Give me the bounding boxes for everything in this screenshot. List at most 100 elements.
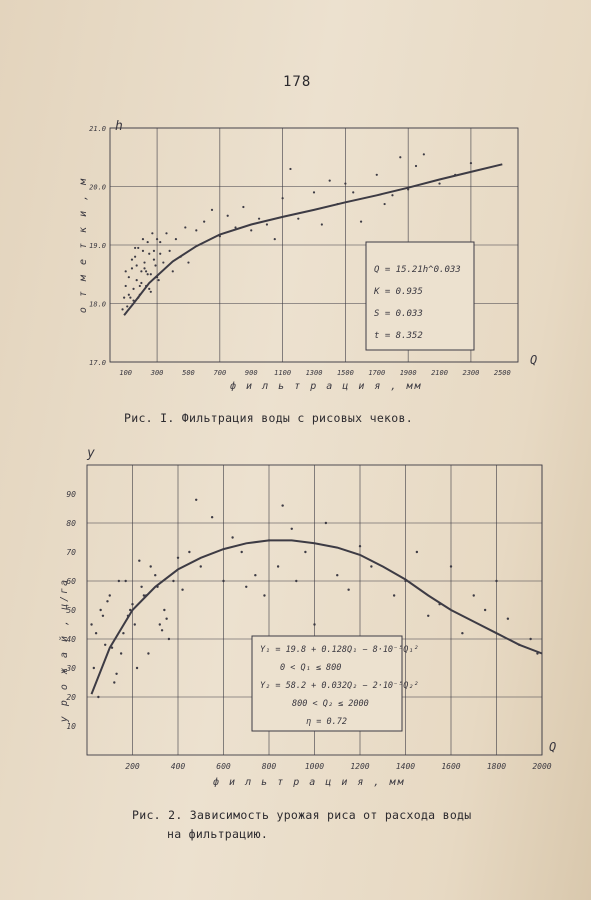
chart-1-x-tick-label: 1500 <box>337 369 354 377</box>
chart-1-x-tick-label: 1100 <box>274 369 291 377</box>
chart-1-x-axis-letter: Q <box>530 353 537 367</box>
chart-2-data-point <box>147 652 150 655</box>
chart-2-data-point <box>529 637 532 641</box>
chart-2-data-point <box>222 579 225 583</box>
chart-1-data-point <box>127 276 130 279</box>
chart-2-data-point <box>495 579 498 583</box>
chart-2-data-point <box>133 623 136 626</box>
chart-1-data-point <box>203 220 206 223</box>
chart-2-data-point <box>347 588 350 591</box>
chart-1-x-tick-label: 1900 <box>400 369 417 377</box>
chart-1-x-tick-label: 2500 <box>494 369 511 377</box>
chart-1-data-point <box>344 182 347 185</box>
chart-1-y-axis-label: о т м е т к и , м <box>78 177 89 313</box>
chart-1-data-point <box>132 287 135 290</box>
chart-1-data-point <box>157 279 160 282</box>
chart-1-data-point <box>155 238 159 241</box>
chart-1-data-point <box>273 238 276 241</box>
chart-1-data-point <box>184 226 187 229</box>
chart-1-x-tick-label: 2100 <box>431 369 448 377</box>
chart-1-x-tick-label: 700 <box>214 369 227 377</box>
chart-2-data-point <box>199 565 202 568</box>
chart-1-data-point <box>144 270 148 273</box>
chart-2-data-point <box>240 550 243 554</box>
chart-1-data-point <box>149 290 152 293</box>
chart-1-data-point <box>162 261 165 264</box>
chart-1-data-point <box>438 182 441 185</box>
chart-1-data-point <box>359 220 363 223</box>
chart-2-data-point <box>336 574 339 577</box>
chart-1-y-tick-label: 21.0 <box>89 125 106 133</box>
chart-1-data-point <box>130 267 134 270</box>
chart-2-data-point <box>160 629 164 632</box>
chart-1-data-point <box>140 270 143 273</box>
chart-2-equation-line: η = 0.72 <box>306 717 347 727</box>
chart-1-x-tick-label: 300 <box>150 369 164 377</box>
chart-2-y-tick-label: 80 <box>66 519 76 528</box>
chart-1-data-point <box>257 217 261 220</box>
chart-1-data-point <box>123 296 126 299</box>
chart-1-equation-line: Q = 15.21h^0.033 <box>374 265 461 275</box>
chart-1-equation-line: S = 0.033 <box>374 309 423 319</box>
chart-1-data-point <box>152 249 156 252</box>
chart-2-data-point <box>263 594 266 597</box>
chart-1-data-point <box>375 173 378 176</box>
chart-2-data-point <box>195 498 198 501</box>
chart-1-y-tick-label: 19.0 <box>89 242 106 250</box>
chart-2-x-tick-label: 1400 <box>396 762 415 771</box>
chart-2-data-point <box>506 617 510 620</box>
chart-2-data-point <box>290 527 293 530</box>
chart-2-data-point <box>210 516 214 519</box>
chart-2-data-point <box>140 585 143 588</box>
chart-2-data-point <box>324 521 328 525</box>
chart-1-y-tick-label: 20.0 <box>89 184 106 192</box>
chart-1-data-point <box>407 188 410 191</box>
chart-2-x-tick-label: 2000 <box>532 762 551 771</box>
chart-2-data-point <box>165 617 168 620</box>
chart-1-data-point <box>124 270 127 273</box>
chart-2-data-point <box>154 574 157 577</box>
chart-1-data-point <box>154 264 157 267</box>
chart-2-data-point <box>176 556 180 559</box>
chart-1-data-point <box>134 246 137 250</box>
chart-2-y-tick-label: 20 <box>66 693 76 702</box>
chart-1-x-tick-label: 2300 <box>462 369 479 377</box>
chart-1-data-point <box>242 205 245 209</box>
chart-1-data-point <box>174 238 178 241</box>
page-number: 178 <box>283 74 312 90</box>
chart-2-data-point <box>119 652 123 655</box>
chart-1-data-point <box>195 229 198 232</box>
chart-2-y-tick-label: 50 <box>66 606 76 615</box>
chart-2-data-point <box>115 672 118 675</box>
chart-2-data-point <box>167 637 171 641</box>
chart-1-data-point <box>414 164 418 168</box>
chart-2-x-tick-label: 1200 <box>350 762 369 771</box>
chart-2-x-tick-label: 1000 <box>305 762 324 771</box>
chart-1-data-point <box>129 296 132 299</box>
chart-2-y-tick-label: 10 <box>66 722 76 731</box>
chart-1-x-tick-label: 500 <box>182 369 195 377</box>
chart-2-data-point <box>101 614 105 617</box>
chart-2-data-point <box>254 574 257 577</box>
chart-1-data-point <box>138 284 141 288</box>
chart-1-data-point <box>141 238 145 241</box>
chart-1-data-point <box>148 252 151 255</box>
chart-1-data-point <box>352 191 355 194</box>
chart-1-data-point <box>159 252 162 255</box>
chart-2-data-point <box>415 550 419 554</box>
chart-1-data-point <box>165 232 168 235</box>
chart-1-data-point <box>234 226 237 229</box>
chart-2-data-point <box>90 623 93 626</box>
chart-2-data-point <box>106 600 109 603</box>
chart-2-data-point <box>276 565 280 568</box>
chart-2-data-point <box>295 579 298 583</box>
chart-1-y-axis-letter: h <box>115 119 123 134</box>
chart-2-data-point <box>129 608 132 612</box>
chart-1-data-point <box>399 156 402 159</box>
chart-1-data-point <box>143 261 146 264</box>
chart-1-data-point <box>210 208 214 211</box>
chart-1-y-tick-label: 18.0 <box>89 301 106 309</box>
chart-2-data-point <box>94 632 98 635</box>
chart-1-data-point <box>168 249 171 252</box>
